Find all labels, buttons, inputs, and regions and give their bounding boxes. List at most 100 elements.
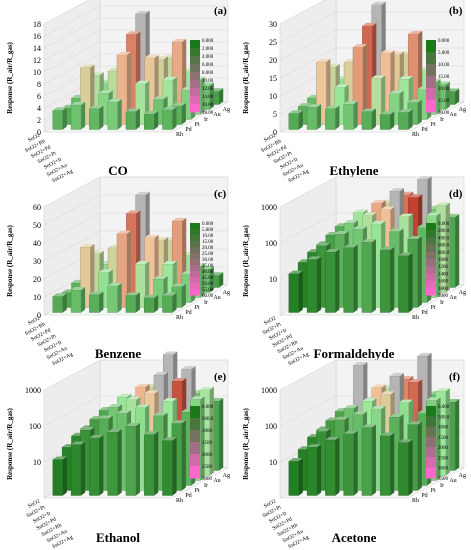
bar-top (408, 379, 423, 383)
depth-label: Rh (176, 132, 183, 138)
y-tick-label: 10 (269, 458, 277, 467)
depth-label: Pt (431, 305, 436, 311)
chart-panel-3: 0102030405060SnO2SnO2+RhSnO2+PdSnO2+PtSn… (6, 176, 230, 367)
chart-panel-5: 101001000SnO2SnO2+PtSnO2+IrSnO2+PdSnO2+R… (6, 351, 230, 550)
depth-label: Au (213, 295, 220, 301)
bar-top (172, 217, 187, 221)
bar-top (135, 10, 150, 14)
bar-top (361, 108, 376, 112)
colorscale-label: 14.00 (202, 95, 214, 100)
bar-front (325, 439, 336, 496)
colorscale-segment (426, 230, 436, 238)
bar-top (371, 405, 386, 409)
bar-side (390, 246, 395, 313)
colorscale-label: 0.000 (438, 39, 450, 44)
colorscale-segment (426, 40, 436, 53)
bar-side (335, 105, 340, 130)
bar-top (334, 231, 349, 235)
colorscale-segment (426, 244, 436, 253)
bar-top (181, 366, 196, 370)
bar-top (135, 383, 150, 387)
colorscale-segment (190, 259, 200, 266)
bar-side (436, 212, 441, 298)
colorscale-label: 50.00 (202, 282, 214, 287)
category-label: SnO2 (263, 315, 277, 326)
colorscale-label: 5.000 (438, 51, 450, 56)
y-tick-label: 1000 (261, 203, 277, 212)
gas-title: Ethanol (96, 530, 140, 545)
depth-label: Ir (204, 483, 208, 489)
bar-top (371, 1, 386, 5)
bar-front (125, 425, 137, 496)
bar-front (306, 107, 318, 130)
bar-top (126, 31, 141, 35)
y-tick-label: 10 (269, 275, 277, 284)
colorscale-label: 10.00 (202, 79, 214, 84)
bar-top (135, 191, 150, 195)
bar-side (371, 239, 376, 313)
gridline (279, 47, 337, 79)
gridline (279, 395, 337, 427)
bar-top (71, 287, 86, 290)
bar-front (162, 440, 173, 496)
bar (70, 101, 86, 130)
depth-label: Ir (440, 300, 444, 306)
bar-top (334, 84, 349, 88)
y-tick-label: 0 (37, 128, 41, 137)
bar-top (417, 352, 432, 356)
colorscale-label: 1000 (438, 426, 449, 431)
bar-top (325, 436, 340, 440)
bar-top (162, 437, 177, 441)
bar-top (316, 428, 331, 432)
bar-top (426, 397, 441, 401)
colorscale-segment (190, 96, 200, 105)
depth-label: Au (449, 295, 456, 301)
bar-side (209, 386, 214, 476)
bar-front (288, 460, 299, 496)
colorscale-segment (190, 247, 200, 254)
gridline (43, 395, 101, 427)
bar-side (117, 282, 122, 313)
colorscale-label: 45.00 (202, 276, 214, 281)
colorscale-label: 1500 (438, 436, 449, 441)
bar-top (353, 209, 368, 213)
bar (70, 441, 86, 496)
bar-side (135, 292, 140, 313)
colorscale-segment (426, 266, 436, 274)
bar-top (344, 220, 359, 224)
bar-top (371, 220, 386, 224)
bar-top (398, 76, 413, 80)
colorscale-label: 6.000 (202, 63, 214, 68)
bar-side (390, 111, 395, 130)
bar-side (172, 106, 177, 130)
bar-top (417, 176, 432, 180)
colorscale-segment (426, 237, 436, 246)
bar-top (398, 252, 413, 256)
bar-front (398, 112, 409, 130)
bar-top (52, 456, 67, 460)
colorscale-segment (190, 48, 200, 57)
bar-top (389, 414, 404, 418)
y-tick-label: 2 (37, 116, 41, 125)
depth-label: Pd (421, 127, 427, 133)
colorscale-segment (426, 223, 436, 231)
gridline (43, 5, 101, 37)
bar (107, 429, 122, 496)
gridline (279, 176, 337, 208)
bar-front (70, 289, 82, 313)
bar-top (89, 291, 104, 295)
y-axis-label: Response (R_air/R_gas) (6, 407, 14, 479)
bar-front (380, 435, 391, 496)
bar-top (163, 351, 178, 355)
bar (306, 444, 322, 496)
bar-side (371, 108, 376, 130)
bar-top (288, 110, 303, 114)
bar-side (408, 439, 413, 496)
bar-top (162, 292, 177, 296)
bar (52, 293, 67, 313)
bar-top (107, 98, 122, 102)
bar-top (352, 226, 368, 230)
bar-top (380, 391, 395, 395)
bar (89, 291, 104, 313)
bar-front (107, 431, 118, 496)
